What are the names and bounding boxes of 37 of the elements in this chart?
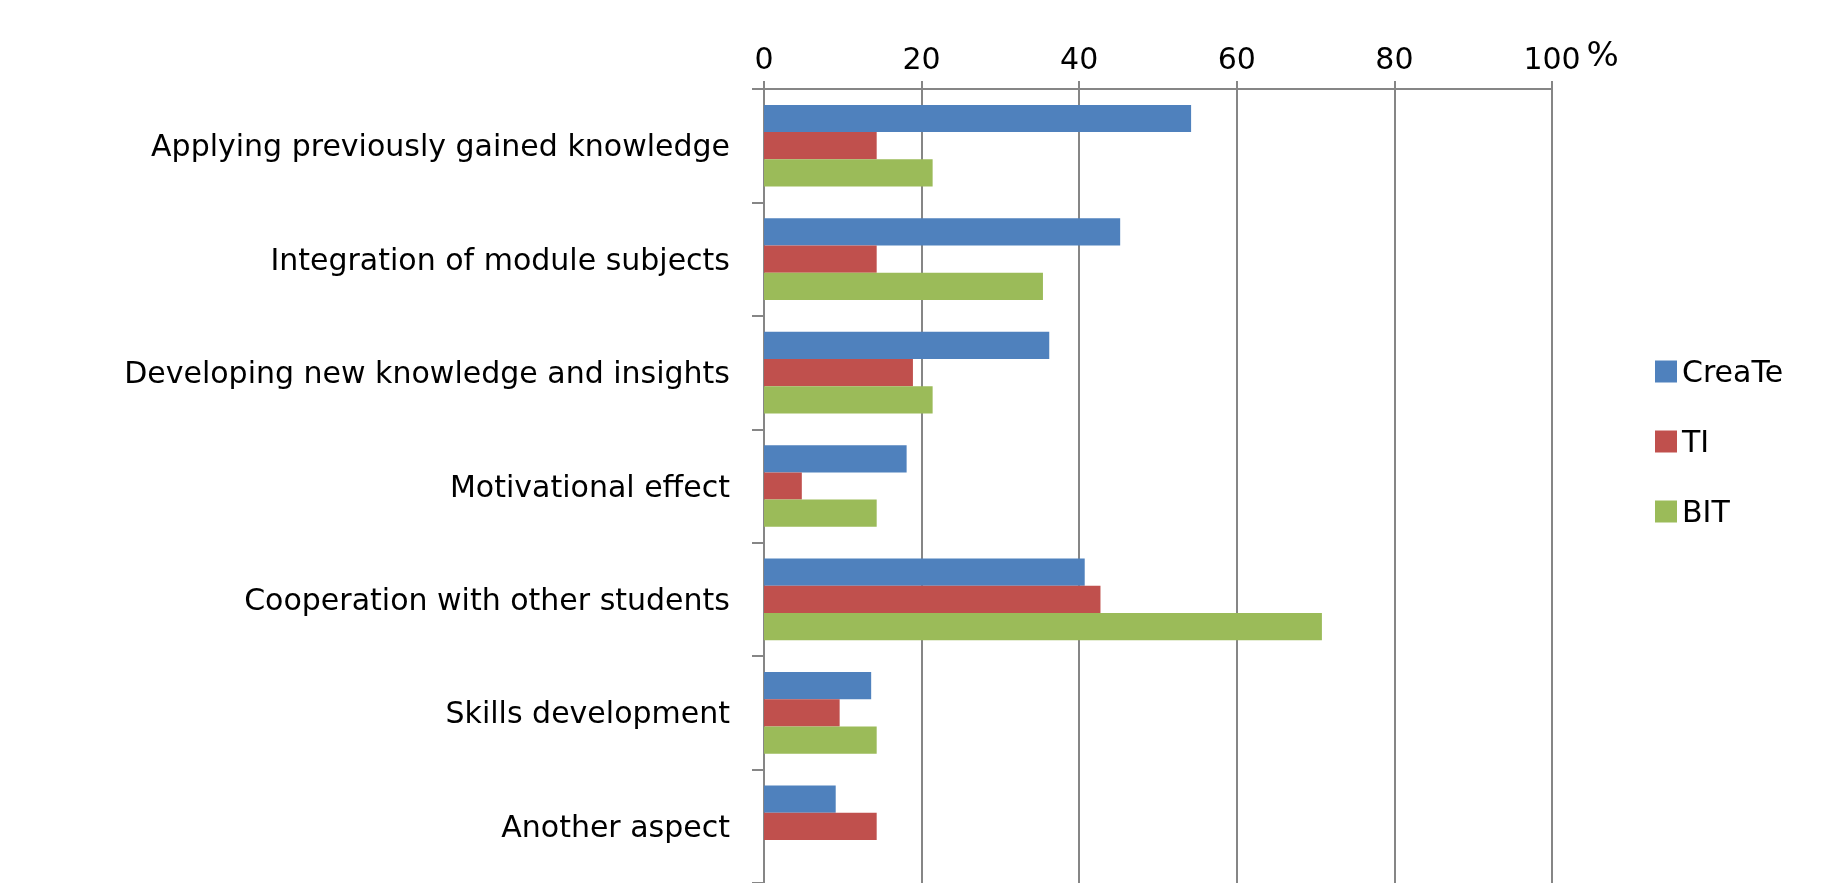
y-tick-label: Integration of module subjects [270,241,730,277]
bar [764,358,913,387]
x-tick-label: 60 [1217,40,1256,76]
legend-label: TI [1681,424,1710,459]
legend-label: CreaTe [1682,354,1784,389]
bar [764,785,836,813]
x-tick-label: 80 [1375,40,1414,76]
x-tick-label: 0 [754,40,774,76]
bar [764,699,840,727]
y-tick-label: Another aspect [501,808,731,844]
y-tick-label: Applying previously gained knowledge [151,128,730,164]
bar [764,812,877,840]
bar [764,472,802,500]
bar [764,445,907,473]
bar [764,726,877,754]
bar [764,104,1192,133]
x-tick-label: 100 [1523,40,1581,76]
bar [764,499,877,527]
bar [764,558,1085,586]
x-axis-title: % [1586,34,1619,74]
bar [764,585,1101,614]
y-tick-label: Skills development [445,695,731,731]
bar [764,613,1322,641]
x-tick-label: 20 [902,40,941,76]
y-tick-label: Developing new knowledge and insights [124,355,730,391]
bar [764,159,933,187]
y-tick-label: Motivational effect [449,468,731,504]
bar [764,132,877,160]
bar [764,331,1050,359]
bar [764,218,1121,246]
legend-label: BIT [1682,494,1731,529]
bar [764,386,933,414]
bar [764,672,872,700]
bar [764,272,1043,300]
x-tick-label: 40 [1060,40,1099,76]
bar [764,245,877,273]
y-tick-label: Cooperation with other students [244,581,730,617]
